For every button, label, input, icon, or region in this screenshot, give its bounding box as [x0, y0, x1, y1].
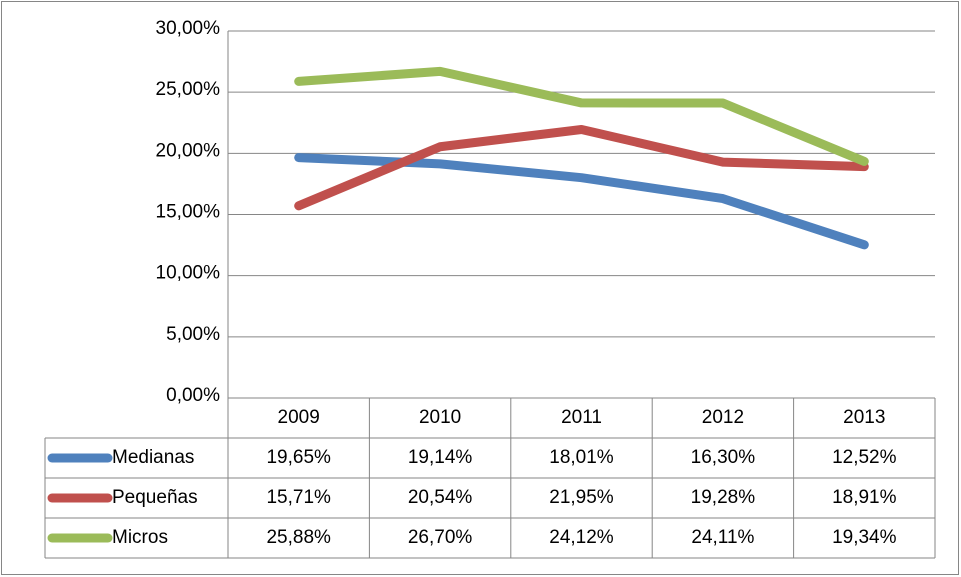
table-value: 26,70%	[408, 527, 473, 548]
table-value: 19,65%	[266, 447, 331, 468]
table-value: 18,91%	[832, 487, 897, 508]
line-series	[294, 66, 869, 166]
table-value: 20,54%	[408, 487, 473, 508]
table-value: 25,88%	[266, 527, 331, 548]
table-value: 16,30%	[691, 447, 756, 468]
table-value: 19,14%	[408, 447, 473, 468]
y-tick-label: 30,00%	[156, 18, 221, 39]
legend-label: Medianas	[112, 447, 194, 468]
line-series	[294, 124, 869, 211]
y-tick-label: 5,00%	[166, 324, 220, 345]
table-value: 24,12%	[549, 527, 614, 548]
x-tick-label: 2010	[419, 407, 461, 428]
table-value: 24,11%	[691, 527, 754, 548]
y-tick-label: 25,00%	[156, 79, 221, 100]
table-value: 12,52%	[832, 447, 897, 468]
x-tick-label: 2011	[561, 407, 602, 428]
y-tick-label: 10,00%	[156, 263, 221, 284]
x-tick-label: 2009	[278, 407, 320, 428]
y-tick-label: 0,00%	[166, 385, 220, 406]
table-value: 21,95%	[549, 487, 614, 508]
table-value: 19,28%	[691, 487, 756, 508]
table-value: 18,01%	[549, 447, 614, 468]
x-tick-label: 2013	[843, 407, 885, 428]
table-value: 19,34%	[832, 527, 897, 548]
table-value: 15,71%	[266, 487, 331, 508]
y-tick-label: 20,00%	[156, 140, 221, 161]
legend-label: Micros	[112, 527, 168, 548]
y-tick-label: 15,00%	[156, 202, 221, 223]
x-tick-label: 2012	[702, 407, 744, 428]
legend-label: Pequeñas	[112, 487, 198, 508]
